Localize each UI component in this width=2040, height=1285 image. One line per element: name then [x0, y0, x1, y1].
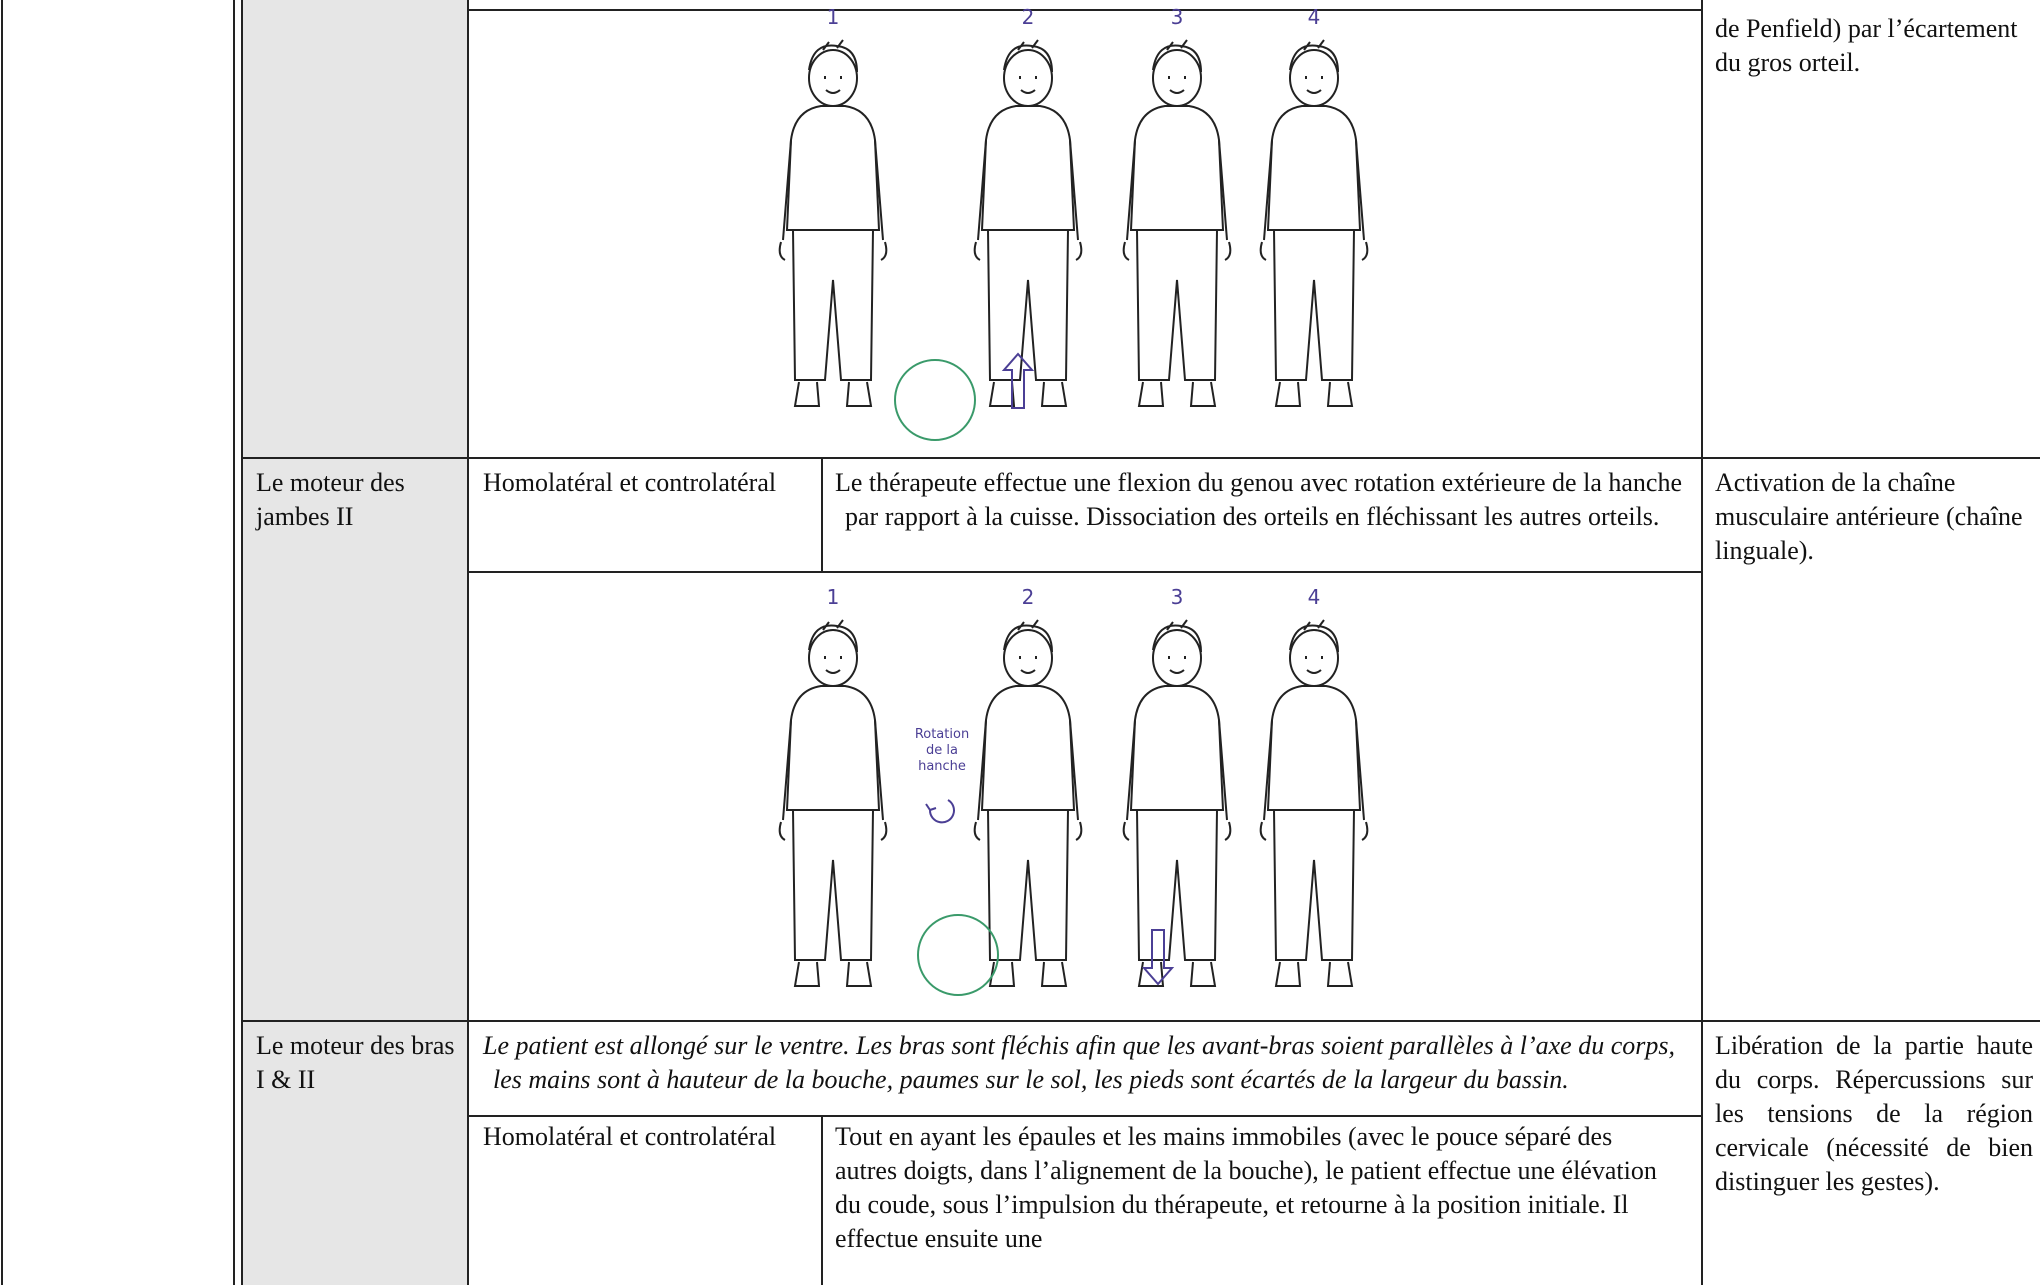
- description: Le thérapeute effectue une flexion du ge…: [835, 468, 1682, 531]
- figure-number: 2: [1022, 5, 1035, 29]
- figure-number: 4: [1308, 5, 1321, 29]
- head: [1152, 629, 1202, 687]
- torso: [980, 105, 1076, 231]
- pants: [791, 229, 875, 381]
- figure-number: 3: [1171, 5, 1184, 29]
- torso: [1266, 685, 1362, 811]
- arms: [1259, 719, 1369, 841]
- face: [824, 656, 842, 674]
- feet: [1137, 381, 1217, 407]
- rotation-arrow: [925, 799, 955, 824]
- hair: [1003, 619, 1053, 653]
- exercise-name: Le moteur des jambes II: [256, 468, 405, 531]
- child-figure: [778, 39, 888, 407]
- feet: [1274, 961, 1354, 987]
- pants: [1272, 809, 1356, 961]
- effect-text: Activation de la chaîne musculaire antér…: [1715, 468, 2023, 565]
- hair: [808, 619, 858, 653]
- arms: [778, 139, 888, 261]
- torso: [785, 685, 881, 811]
- face: [1305, 656, 1323, 674]
- child-figure: [1259, 39, 1369, 407]
- head: [808, 629, 858, 687]
- pants: [791, 809, 875, 961]
- child-figure: [973, 619, 1083, 987]
- pants: [1135, 809, 1219, 961]
- child-figure: [1122, 39, 1232, 407]
- effect-text: de Penfield) par l’écartement du gros or…: [1715, 14, 2018, 77]
- arms: [973, 139, 1083, 261]
- up-arrow: [1001, 352, 1035, 409]
- pants: [986, 809, 1070, 961]
- pants: [1135, 229, 1219, 381]
- feet: [1274, 381, 1354, 407]
- hair: [1152, 619, 1202, 653]
- figure-number: 3: [1171, 585, 1184, 609]
- arms: [1259, 139, 1369, 261]
- annotation: Rotation de la hanche: [915, 727, 969, 774]
- figure-number: 2: [1022, 585, 1035, 609]
- hair: [1003, 39, 1053, 73]
- arms: [1122, 719, 1232, 841]
- head: [808, 49, 858, 107]
- face: [1019, 76, 1037, 94]
- effect-text: Libération de la partie haute du corps. …: [1715, 1031, 2033, 1196]
- feet: [793, 961, 873, 987]
- face: [824, 76, 842, 94]
- feet: [1137, 961, 1217, 987]
- arms: [973, 719, 1083, 841]
- child-figure: [1259, 619, 1369, 987]
- down-arrow: [1141, 929, 1175, 986]
- face: [1168, 76, 1186, 94]
- head: [1003, 49, 1053, 107]
- hair: [1289, 39, 1339, 73]
- arms: [1122, 139, 1232, 261]
- torso: [1129, 685, 1225, 811]
- face: [1019, 656, 1037, 674]
- description: Tout en ayant les épaules et les mains i…: [835, 1122, 1657, 1253]
- head: [1289, 629, 1339, 687]
- head: [1152, 49, 1202, 107]
- torso: [785, 105, 881, 231]
- side-text: Homolatéral et controlatéral: [483, 1122, 777, 1151]
- exercise-name: Le moteur des bras I & II: [256, 1031, 455, 1094]
- intro-text: Le patient est allongé sur le ventre. Le…: [483, 1031, 1676, 1094]
- pants: [986, 229, 1070, 381]
- figure-number: 1: [827, 5, 840, 29]
- illustrations: 1 2 3 4 1 2 3 4 Rotation de la hanche: [778, 5, 1369, 996]
- feet: [988, 381, 1068, 407]
- feet: [988, 961, 1068, 987]
- hair: [1289, 619, 1339, 653]
- pants: [1272, 229, 1356, 381]
- torso: [980, 685, 1076, 811]
- face: [1168, 656, 1186, 674]
- child-figure: [778, 619, 888, 987]
- gray-column: [242, 0, 468, 1285]
- head: [1289, 49, 1339, 107]
- hair: [1152, 39, 1202, 73]
- torso: [1266, 105, 1362, 231]
- child-figure: [1122, 619, 1232, 987]
- head: [1003, 629, 1053, 687]
- foot-zoom: [894, 359, 976, 441]
- foot-zoom: [917, 914, 999, 996]
- feet: [793, 381, 873, 407]
- figure-number: 1: [827, 585, 840, 609]
- arms: [778, 719, 888, 841]
- child-figure: [973, 39, 1083, 407]
- side-text: Homolatéral et controlatéral: [483, 468, 777, 497]
- face: [1305, 76, 1323, 94]
- figure-number: 4: [1308, 585, 1321, 609]
- torso: [1129, 105, 1225, 231]
- hair: [808, 39, 858, 73]
